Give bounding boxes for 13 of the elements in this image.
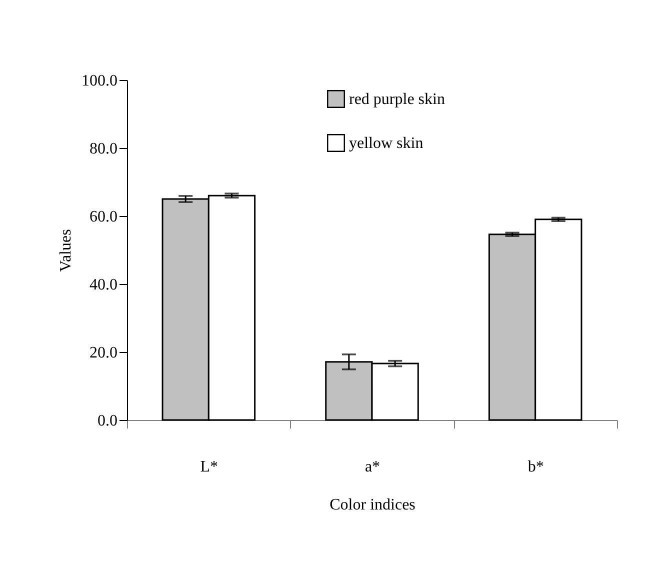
- x-tick-label: b*: [528, 458, 544, 476]
- y-tick-label: 40.0: [90, 276, 118, 294]
- x-tick-label: L*: [200, 458, 218, 476]
- legend-label: yellow skin: [349, 135, 424, 152]
- y-axis-title: Values: [58, 229, 74, 272]
- y-tick-label: 20.0: [90, 344, 118, 362]
- y-tick-label: 60.0: [90, 208, 118, 226]
- y-tick-label: 0.0: [98, 412, 118, 430]
- legend-label: red purple skin: [349, 91, 445, 108]
- x-tick-label: a*: [364, 458, 380, 476]
- x-axis-title: Color indices: [330, 496, 416, 514]
- y-tick-label: 100.0: [82, 72, 118, 90]
- y-tick-label: 80.0: [90, 140, 118, 158]
